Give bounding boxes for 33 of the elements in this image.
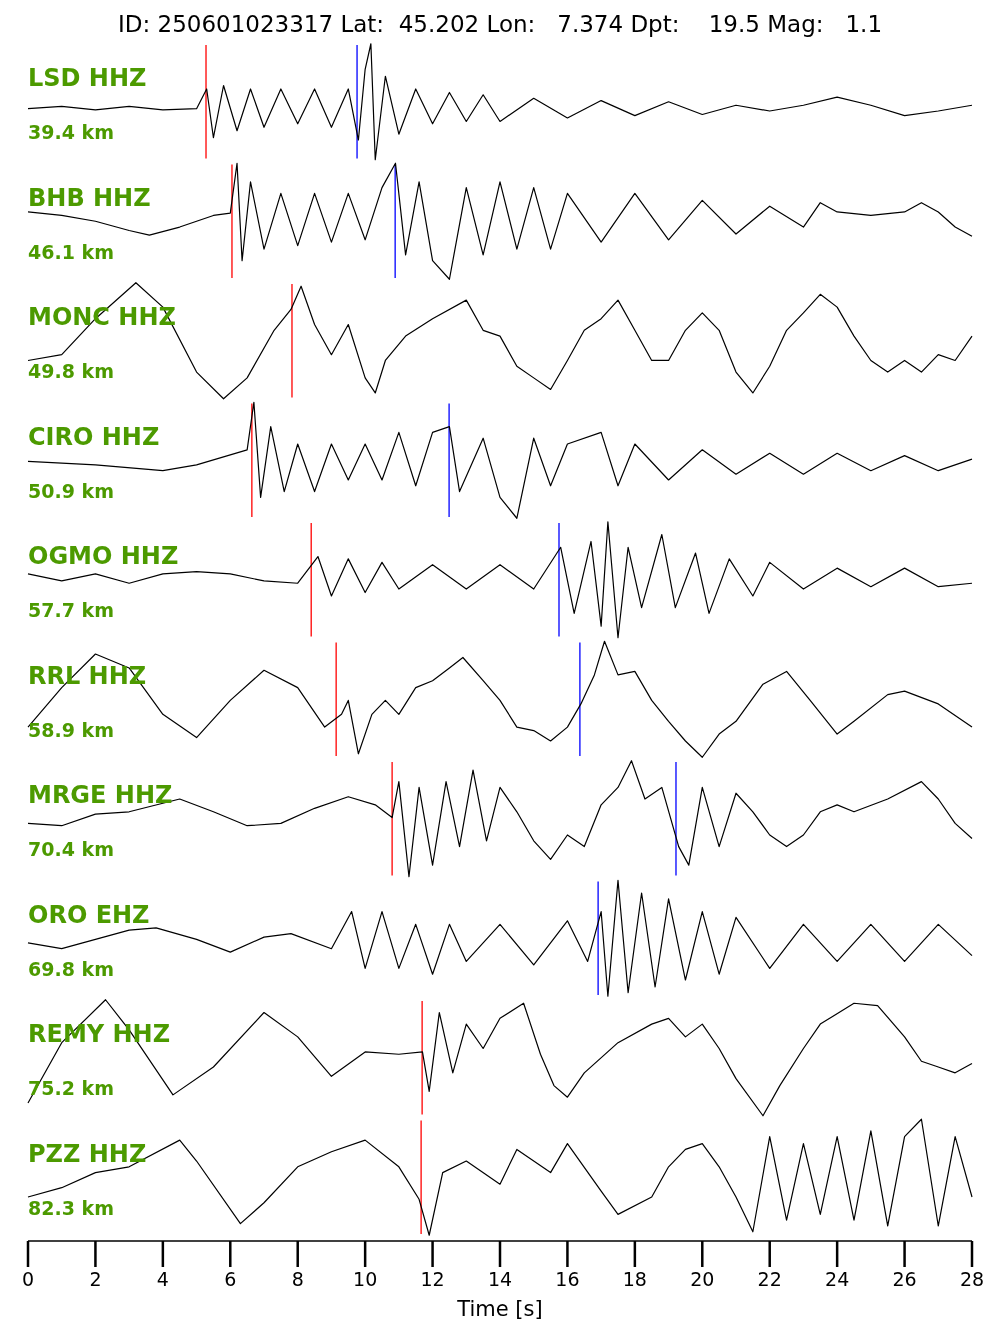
annotation: ORO EHZ: [28, 900, 150, 929]
annotation: 57.7 km: [28, 599, 114, 621]
x-tick-label: 12: [420, 1268, 445, 1290]
annotation: 50.9 km: [28, 479, 114, 502]
annotation: 82.3 km: [28, 1196, 114, 1219]
x-tick-label: 14: [487, 1268, 513, 1290]
annotation: PZZ HHZ: [28, 1139, 147, 1168]
x-tick-label: 28: [959, 1268, 985, 1290]
x-tick-label: 26: [892, 1268, 917, 1290]
x-tick-label: 16: [555, 1268, 580, 1290]
x-tick-label: 20: [690, 1268, 715, 1290]
annotation: LSD HHZ: [28, 64, 147, 92]
annotation: 70.4 km: [28, 838, 114, 860]
x-tick-label: 2: [89, 1268, 102, 1290]
x-tick-label: 0: [21, 1268, 35, 1290]
annotation: 58.9 km: [28, 718, 114, 741]
chart-title: ID: 250601023317 Lat: 45.202 Lon: 7.374 Dpt: 19.5 Mag: 1.1: [117, 11, 883, 37]
x-tick-label: 8: [291, 1268, 304, 1290]
annotation: CIRO HHZ: [28, 422, 160, 451]
annotation: 39.4 km: [28, 121, 114, 143]
x-tick-label: 6: [224, 1268, 237, 1290]
x-tick-label: 22: [757, 1268, 782, 1290]
annotation: 46.1 km: [28, 240, 114, 263]
x-tick-label: 4: [156, 1268, 169, 1290]
x-tick-label: 10: [353, 1268, 378, 1290]
x-axis-title: Time [s]: [456, 1297, 543, 1321]
annotation: 69.8 km: [28, 957, 114, 980]
x-tick-label: 24: [825, 1268, 850, 1290]
annotation: 49.8 km: [28, 360, 114, 382]
annotation: BHB HHZ: [28, 183, 151, 212]
annotation: OGMO HHZ: [28, 542, 179, 570]
x-tick-label: 18: [622, 1268, 647, 1290]
annotation: MRGE HHZ: [28, 781, 173, 809]
